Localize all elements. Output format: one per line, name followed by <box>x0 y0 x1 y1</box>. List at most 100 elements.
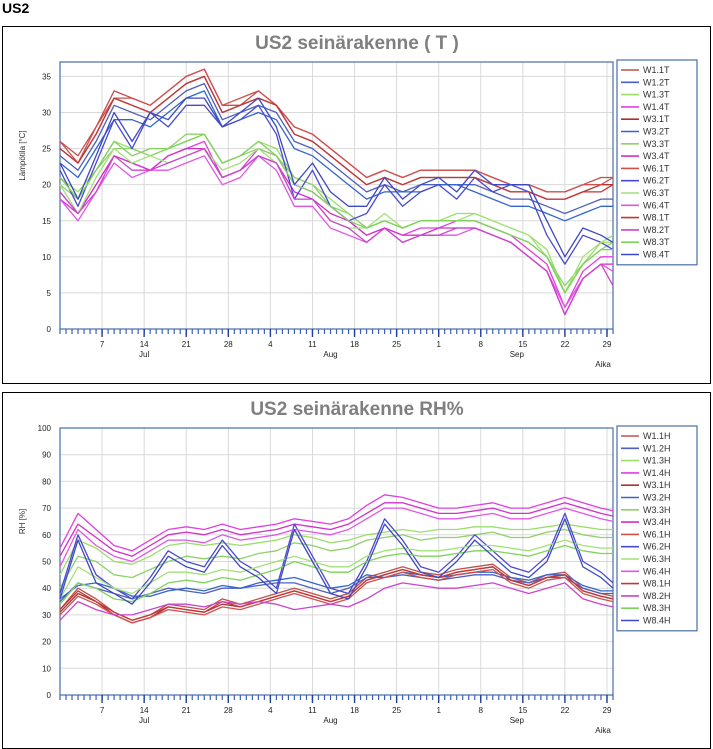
humidity-month-label: Sep <box>510 716 525 725</box>
temperature-x-tick-label: 7 <box>100 340 105 349</box>
temperature-legend-label: W3.4T <box>643 151 670 161</box>
humidity-x-tick-label: 25 <box>392 706 401 715</box>
temperature-x-tick-label: 15 <box>518 340 527 349</box>
temperature-series-line-W8-1T <box>59 75 614 200</box>
humidity-x-axis-label: Aika <box>595 726 611 735</box>
temperature-x-tick-label: 29 <box>603 340 612 349</box>
temperature-y-axis-label: Lämpötila [°C] <box>18 130 27 180</box>
temperature-chart: US2 seinärakenne ( T ) Lämpötila [°C] 0 5 10… <box>18 33 698 369</box>
humidity-x-tick-label: 18 <box>350 706 359 715</box>
temperature-y-tick-label: 30 <box>42 109 51 118</box>
humidity-x-tick-label: 21 <box>182 706 191 715</box>
humidity-series-line-W3-2H <box>59 571 613 600</box>
temperature-y-tick-label: 15 <box>42 217 51 226</box>
temperature-series-line-W6-4T <box>59 155 614 309</box>
temperature-x-tick-label: 22 <box>560 340 569 349</box>
temperature-x-tick-label: 28 <box>224 340 233 349</box>
temperature-legend-label: W8.2T <box>643 225 670 235</box>
humidity-chart-panel: US2 seinärakenne RH% RH [%] 0 10 20 30 40 50 60 7… <box>2 392 711 749</box>
temperature-x-tick-label: 8 <box>479 340 484 349</box>
humidity-legend-label: W6.1H <box>643 529 671 539</box>
humidity-series-line-W3-3H <box>59 528 613 589</box>
humidity-legend-label: W8.1H <box>643 579 671 589</box>
temperature-x-tick-label: 21 <box>182 340 191 349</box>
humidity-y-tick-label: 60 <box>42 531 51 540</box>
humidity-x-tick-label: 7 <box>100 706 105 715</box>
humidity-x-tick-label: 14 <box>140 706 149 715</box>
temperature-x-tick-label: 1 <box>436 340 441 349</box>
temperature-series-line-W3-1T <box>59 75 613 200</box>
temperature-legend-label: W8.3T <box>643 237 670 247</box>
humidity-series-line-W1-4H <box>59 494 614 552</box>
humidity-x-tick-label: 28 <box>224 706 233 715</box>
temperature-series-line-W1-2T <box>59 82 613 215</box>
humidity-series-line-W6-3H <box>59 539 613 600</box>
humidity-legend-label: W1.4H <box>643 468 671 478</box>
humidity-y-tick-label: 50 <box>42 558 51 567</box>
humidity-y-tick-label: 10 <box>42 664 51 673</box>
temperature-chart-title: US2 seinärakenne ( T ) <box>255 33 459 54</box>
temperature-series-line-W8-2T <box>59 147 614 316</box>
temperature-legend-label: W6.2T <box>643 176 670 186</box>
humidity-y-tick-label: 40 <box>42 584 51 593</box>
temperature-y-tick-label: 10 <box>42 253 51 262</box>
humidity-series-line-W8-3H <box>59 544 613 605</box>
temperature-x-tick-label: 14 <box>140 340 149 349</box>
humidity-x-tick-label: 22 <box>560 706 569 715</box>
humidity-legend-label: W6.2H <box>643 542 671 552</box>
humidity-x-tick-label: 8 <box>479 706 484 715</box>
humidity-legend-label: W1.2H <box>643 443 671 453</box>
humidity-x-tick-label: 4 <box>268 706 273 715</box>
temperature-legend-label: W8.1T <box>643 213 670 223</box>
temperature-month-label: Aug <box>323 350 337 359</box>
temperature-legend-label: W8.4T <box>643 250 670 260</box>
temperature-x-tick-label: 18 <box>350 340 359 349</box>
temperature-series-line-W3-2T <box>59 90 613 222</box>
temperature-chart-panel: US2 seinärakenne ( T ) Lämpötila [°C] 0 5 10… <box>2 26 711 384</box>
humidity-y-tick-label: 0 <box>47 691 52 700</box>
temperature-y-tick-label: 25 <box>42 145 51 154</box>
temperature-legend-label: W3.2T <box>643 127 670 137</box>
temperature-legend-label: W1.3T <box>643 90 670 100</box>
temperature-y-tick-label: 5 <box>47 289 52 298</box>
humidity-y-tick-label: 80 <box>42 477 51 486</box>
temperature-y-tick-label: 0 <box>47 325 52 334</box>
humidity-y-tick-label: 30 <box>42 611 51 620</box>
temperature-legend-label: W3.1T <box>643 114 670 124</box>
humidity-x-tick-label: 15 <box>518 706 527 715</box>
humidity-legend-label: W8.3H <box>643 603 671 613</box>
humidity-y-tick-label: 100 <box>38 424 52 433</box>
humidity-series-line-W3-4H <box>59 502 614 557</box>
humidity-chart-title: US2 seinärakenne RH% <box>250 399 463 420</box>
humidity-series-line-W8-1H <box>59 566 614 621</box>
humidity-series-line-W6-4H <box>59 507 614 568</box>
temperature-legend-label: W3.3T <box>643 139 670 149</box>
humidity-legend-label: W6.3H <box>643 554 671 564</box>
page-label: US2 <box>2 0 30 16</box>
humidity-month-label: Jul <box>139 716 149 725</box>
temperature-month-label: Jul <box>139 350 149 359</box>
temperature-month-label: Sep <box>510 350 525 359</box>
humidity-legend-label: W3.2H <box>643 493 671 503</box>
temperature-x-tick-label: 4 <box>268 340 273 349</box>
humidity-legend-label: W3.4H <box>643 517 671 527</box>
humidity-y-axis-label: RH [%] <box>18 509 27 534</box>
temperature-series-line-W3-3T <box>59 133 614 287</box>
humidity-x-tick-label: 11 <box>308 706 317 715</box>
temperature-legend-label: W6.1T <box>643 163 670 173</box>
temperature-legend-label: W1.1T <box>643 65 670 75</box>
humidity-chart: US2 seinärakenne RH% RH [%] 0 10 20 30 40 50 60 7… <box>18 399 698 735</box>
temperature-legend-label: W6.4T <box>643 200 670 210</box>
temperature-x-tick-label: 11 <box>308 340 317 349</box>
temperature-x-axis-label: Aika <box>595 360 611 369</box>
temperature-legend-label: W1.2T <box>643 77 670 87</box>
temperature-series-line-W1-4T <box>59 140 613 309</box>
temperature-series-line-W8-3T <box>59 133 613 294</box>
humidity-legend-label: W3.1H <box>643 480 671 490</box>
humidity-legend-label: W1.3H <box>643 456 671 466</box>
temperature-legend-label: W6.3T <box>643 188 670 198</box>
humidity-series-line-W6-1H <box>59 568 614 624</box>
temperature-y-tick-label: 20 <box>42 181 51 190</box>
humidity-series-line-W6-2H <box>59 512 614 600</box>
humidity-x-tick-label: 1 <box>436 706 441 715</box>
